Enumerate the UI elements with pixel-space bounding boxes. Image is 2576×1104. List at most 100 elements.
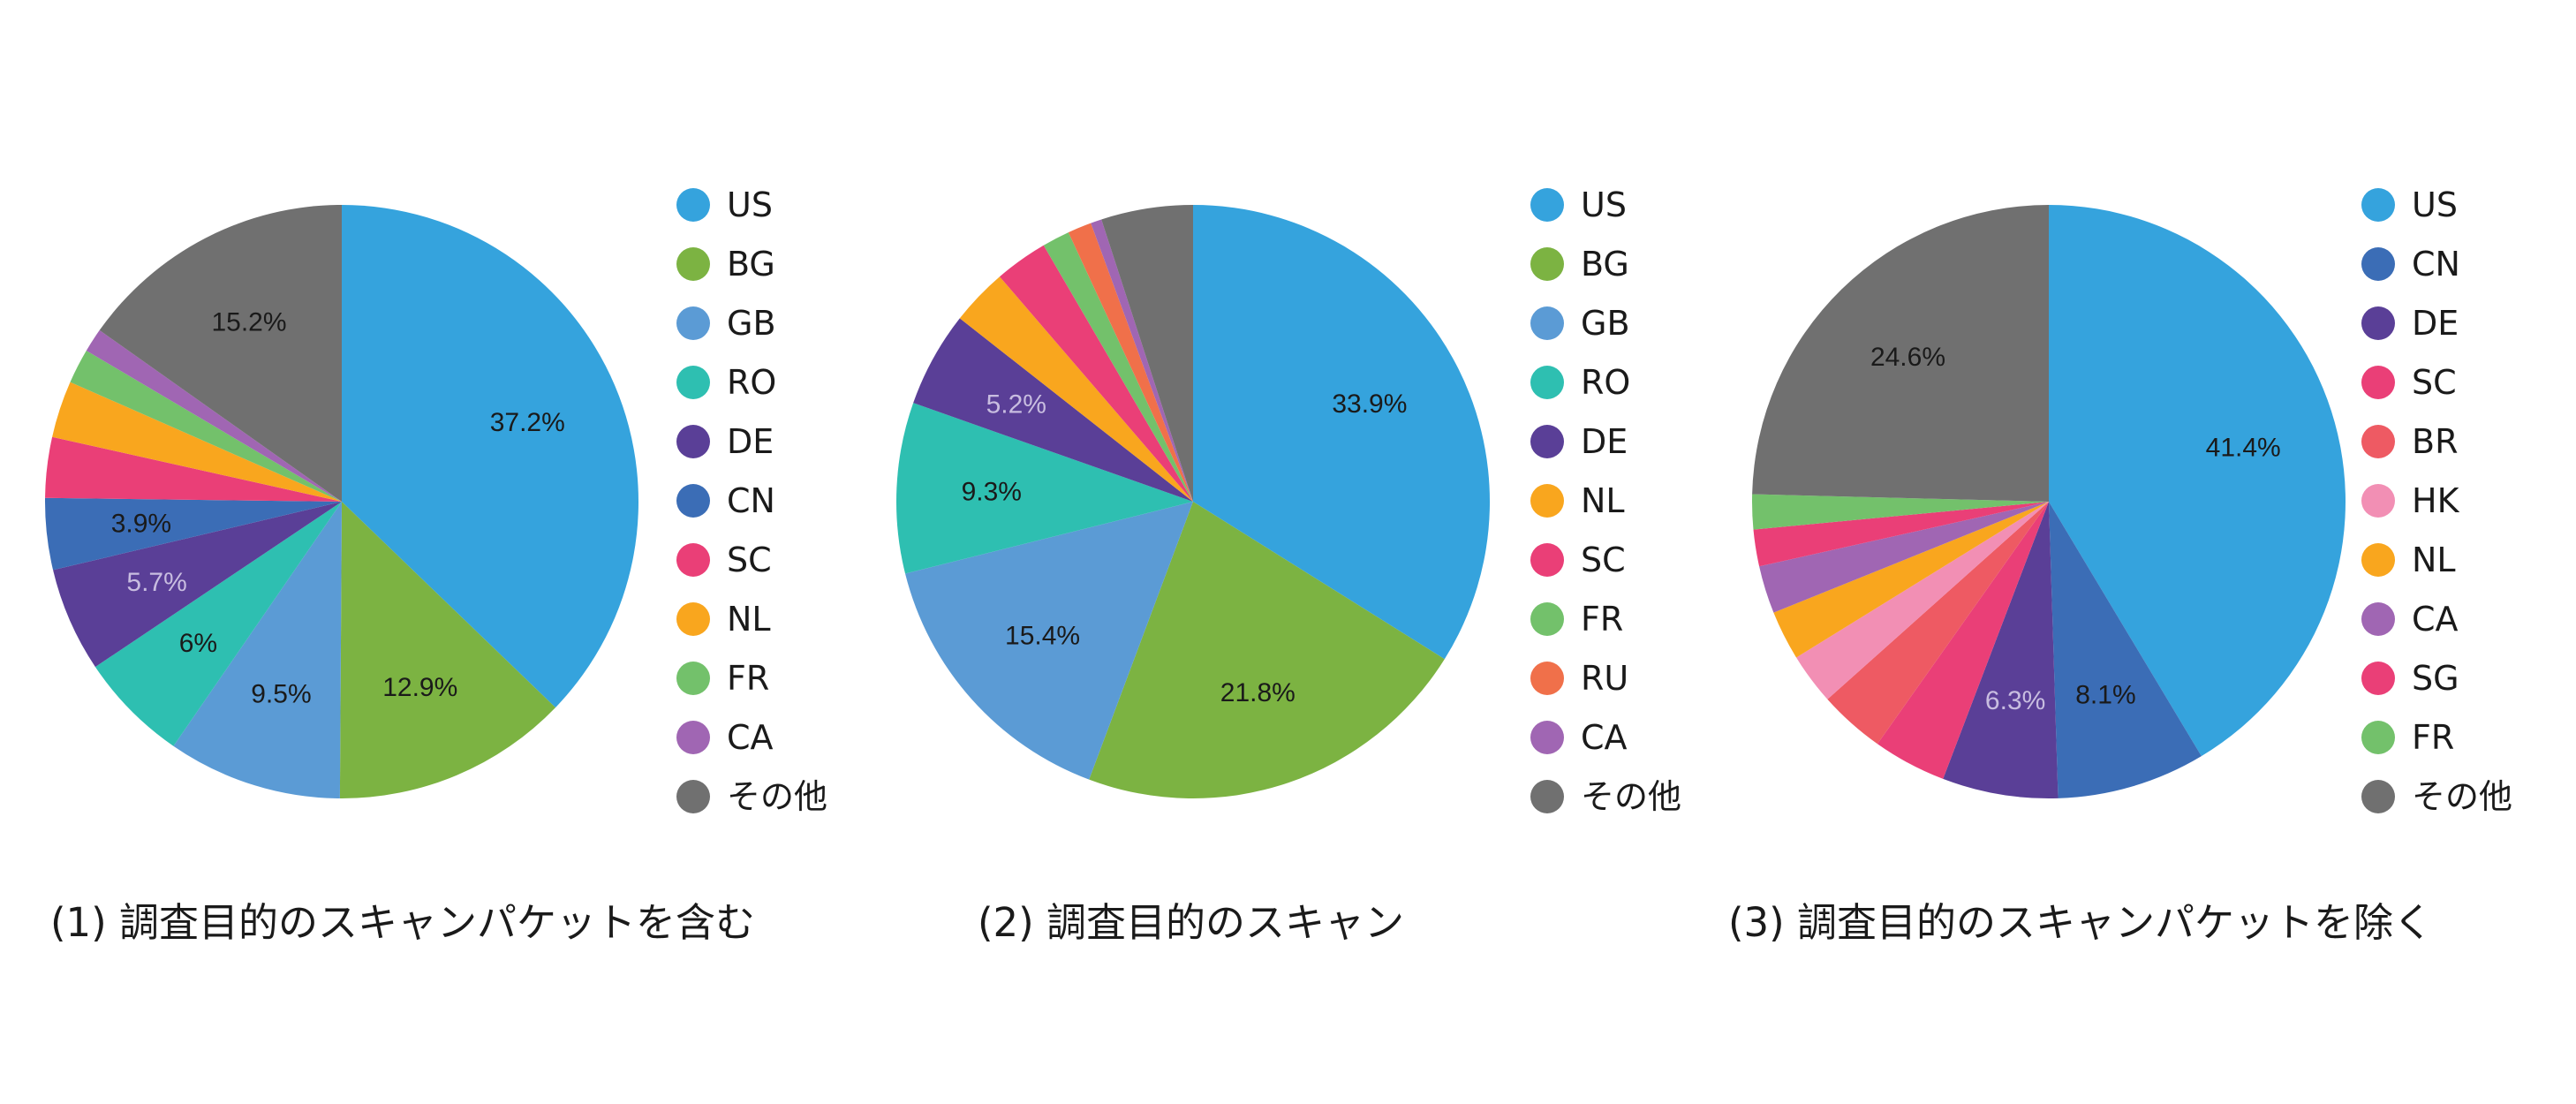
pie-slice-other	[99, 205, 342, 502]
pie-slice-gb	[173, 502, 342, 798]
legend-label-fr: FR	[2412, 718, 2454, 757]
legend-swatch-ca	[2361, 602, 2395, 636]
pie-slice-nl	[52, 382, 342, 502]
data-label-other: 24.6%	[1870, 343, 1945, 372]
legend-swatch-de	[676, 425, 710, 458]
data-label-gb: 15.4%	[1005, 622, 1080, 651]
data-label-bg: 21.8%	[1220, 678, 1296, 707]
pie-slice-sg	[1753, 502, 2049, 567]
pie-slice-de	[1943, 502, 2059, 798]
legend-item-br: BR	[2361, 422, 2458, 461]
legend-swatch-nl	[1530, 484, 1564, 518]
legend-swatch-sc	[1530, 543, 1564, 577]
legend-swatch-bg	[676, 247, 710, 281]
pie-slice-us	[2049, 205, 2346, 757]
pie-data-labels: 33.9% 21.8% 15.4% 9.3% 5.2%	[962, 389, 1408, 707]
legend-item-ca: CA	[676, 718, 774, 757]
chart-caption: (2) 調査目的のスキャン	[978, 899, 1404, 946]
legend-swatch-other	[2361, 780, 2395, 813]
legend-label-other: その他	[727, 777, 827, 816]
legend-swatch-cn	[2361, 247, 2395, 281]
pie-slice-fr	[70, 350, 342, 502]
legend-label-hk: HK	[2412, 481, 2460, 520]
legend-label-us: US	[727, 185, 773, 224]
legend-item-fr: FR	[2361, 718, 2454, 757]
legend-label-gb: GB	[727, 304, 776, 343]
legend-swatch-cn	[676, 484, 710, 518]
legend-item-ro: RO	[1530, 363, 1630, 402]
legend-label-de: DE	[2412, 304, 2459, 343]
pie-slice-sc	[999, 245, 1193, 502]
legend-swatch-ru	[1530, 662, 1564, 695]
legend-swatch-nl	[2361, 543, 2395, 577]
legend-item-nl: NL	[2361, 541, 2456, 579]
pie-slice-ro	[94, 502, 343, 746]
legend-label-ca: CA	[727, 718, 774, 757]
pie-slice-gb	[905, 502, 1193, 780]
data-label-bg: 12.9%	[382, 673, 457, 702]
legend-swatch-fr	[676, 662, 710, 695]
pie-slice-ru	[1068, 223, 1193, 502]
data-label-cn: 8.1%	[2075, 681, 2135, 710]
pie-legend: US BG GB RO DE NL SC FR RU CA その他	[1530, 185, 1681, 816]
legend-item-other: その他	[1530, 777, 1681, 816]
legend-item-other: その他	[2361, 777, 2512, 816]
legend-item-sc: SC	[676, 541, 772, 579]
legend-label-de: DE	[1581, 422, 1628, 461]
legend-label-sc: SC	[2412, 363, 2457, 402]
pie-slice-ca	[1759, 502, 2049, 613]
pie-slice-us	[342, 205, 638, 708]
pie-slice-de	[53, 502, 342, 668]
pie-slice-sc	[45, 436, 343, 502]
pie-slice-bg	[339, 502, 556, 798]
pie-slice-ca	[1091, 219, 1193, 502]
pie-slice-bg	[1089, 502, 1445, 799]
legend-label-ca: CA	[1581, 718, 1628, 757]
pie-slice-ro	[896, 403, 1193, 574]
legend-item-sc: SC	[1530, 541, 1626, 579]
legend-item-ca: CA	[2361, 600, 2459, 639]
legend-label-bg: BG	[727, 245, 775, 284]
legend-label-br: BR	[2412, 422, 2458, 461]
legend-label-ca: CA	[2412, 600, 2459, 639]
chart-caption: (1) 調査目的のスキャンパケットを含む	[50, 899, 755, 946]
pie-slice-de	[913, 318, 1193, 502]
legend-item-cn: CN	[2361, 245, 2460, 284]
pie-slice-other	[1752, 205, 2049, 502]
legend-swatch-us	[1530, 188, 1564, 222]
pie-slice-sc	[1877, 502, 2049, 779]
data-label-us: 37.2%	[490, 408, 565, 437]
legend-item-hk: HK	[2361, 481, 2460, 520]
legend-label-nl: NL	[2412, 541, 2456, 579]
legend-swatch-sg	[2361, 662, 2395, 695]
legend-swatch-sc	[676, 543, 710, 577]
pie-slice-fr	[1751, 494, 2049, 530]
legend-swatch-other	[1530, 780, 1564, 813]
legend-swatch-ca	[676, 721, 710, 754]
pie-slice-br	[1827, 502, 2049, 745]
legend-swatch-bg	[1530, 247, 1564, 281]
pie-chart-2: 33.9% 21.8% 15.4% 9.3% 5.2% US BG GB RO DE NL SC FR…	[896, 185, 1681, 946]
data-label-us: 33.9%	[1332, 389, 1407, 419]
legend-item-cn: CN	[676, 481, 775, 520]
data-label-gb: 9.5%	[251, 679, 311, 708]
pie-slice-cn	[45, 497, 343, 571]
legend-item-us: US	[676, 185, 773, 224]
legend-item-nl: NL	[1530, 481, 1625, 520]
data-label-us: 41.4%	[2206, 434, 2281, 463]
legend-label-de: DE	[727, 422, 774, 461]
legend-swatch-de	[1530, 425, 1564, 458]
legend-swatch-ro	[1530, 366, 1564, 399]
pie-slice-cn	[2049, 502, 2202, 798]
legend-item-us: US	[1530, 185, 1627, 224]
data-label-ro: 6%	[179, 629, 217, 658]
data-label-ro: 9.3%	[962, 478, 1022, 507]
legend-label-nl: NL	[727, 600, 771, 639]
legend-swatch-us	[2361, 188, 2395, 222]
legend-item-ca: CA	[1530, 718, 1628, 757]
legend-swatch-ca	[1530, 721, 1564, 754]
legend-label-sc: SC	[727, 541, 772, 579]
data-label-other: 15.2%	[211, 308, 286, 337]
pie-slices	[1751, 205, 2346, 798]
